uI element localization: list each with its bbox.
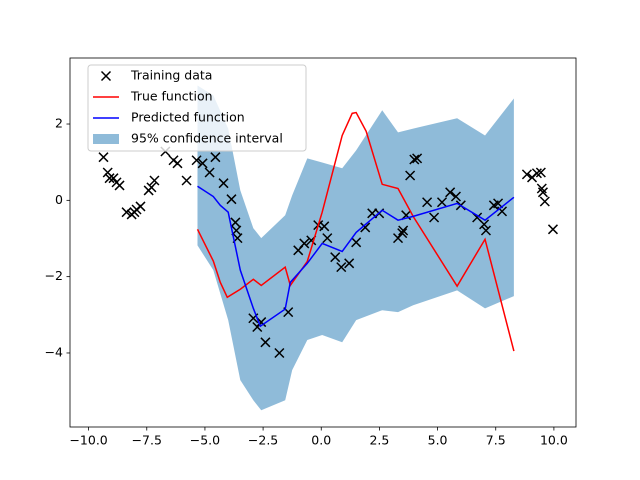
training-point [445,187,456,198]
y-tick-label: −2 [45,268,63,283]
training-point [531,168,542,179]
training-point [108,173,119,184]
legend-patch [93,134,119,144]
training-point [405,170,416,181]
legend-box [87,64,307,152]
training-point [409,154,420,165]
x-tick-label: −2.5 [248,433,278,448]
training-point [204,167,215,178]
training-point [191,155,202,166]
training-point [360,222,371,233]
training-point [493,198,504,209]
x-tick-label: 10.0 [540,433,568,448]
y-tick-label: −4 [45,344,63,359]
training-point [104,173,115,184]
training-point [121,207,132,218]
training-point [98,152,109,163]
x-tick-label: −7.5 [132,433,162,448]
training-point [547,224,558,235]
confidence-band [197,85,514,411]
x-tick-label: 0.0 [311,433,331,448]
training-point [412,153,423,164]
training-point [260,337,271,348]
training-point [344,258,355,269]
training-point [135,201,146,212]
training-point [330,252,341,263]
training-point [521,169,532,180]
legend: Training data True function Predicted func… [87,64,307,152]
training-point [197,158,208,169]
training-point [322,233,333,244]
training-point [210,152,221,163]
training-point [539,196,550,207]
training-point [230,217,241,228]
training-point [336,262,347,273]
training-point [146,182,157,193]
legend-label: Training data [130,68,212,83]
training-point [397,228,408,239]
training-point [429,212,440,223]
training-point [319,221,330,232]
x-tick-label: −5.0 [190,433,220,448]
legend-label: True function [130,89,213,104]
training-point [535,167,546,178]
training-point [172,158,183,169]
training-point [480,225,491,236]
function-line [196,111,515,352]
training-point [226,194,237,205]
training-point [479,219,490,230]
x-tick-label: −10.0 [69,433,107,448]
y-tick-label: 0 [55,192,63,207]
training-point [114,180,125,191]
x-tick-label: 7.5 [486,433,506,448]
training-point [149,175,160,186]
x-tick-label: 2.5 [369,433,389,448]
training-point [398,225,409,236]
legend-marker [100,70,112,82]
training-point [218,178,229,189]
legend-label: Predicted function [131,110,245,125]
x-tick-label: 5.0 [428,433,448,448]
training-point [436,197,448,208]
training-point [181,175,192,186]
training-point [351,237,362,248]
function-line [197,185,515,328]
training-point [422,197,433,208]
legend-label: 95% confidence interval [131,131,283,146]
training-point [450,191,461,202]
y-tick-label: 2 [55,116,63,131]
training-point [299,238,310,249]
axes-frame [69,57,577,428]
training-point [537,187,548,198]
training-point [274,347,285,359]
